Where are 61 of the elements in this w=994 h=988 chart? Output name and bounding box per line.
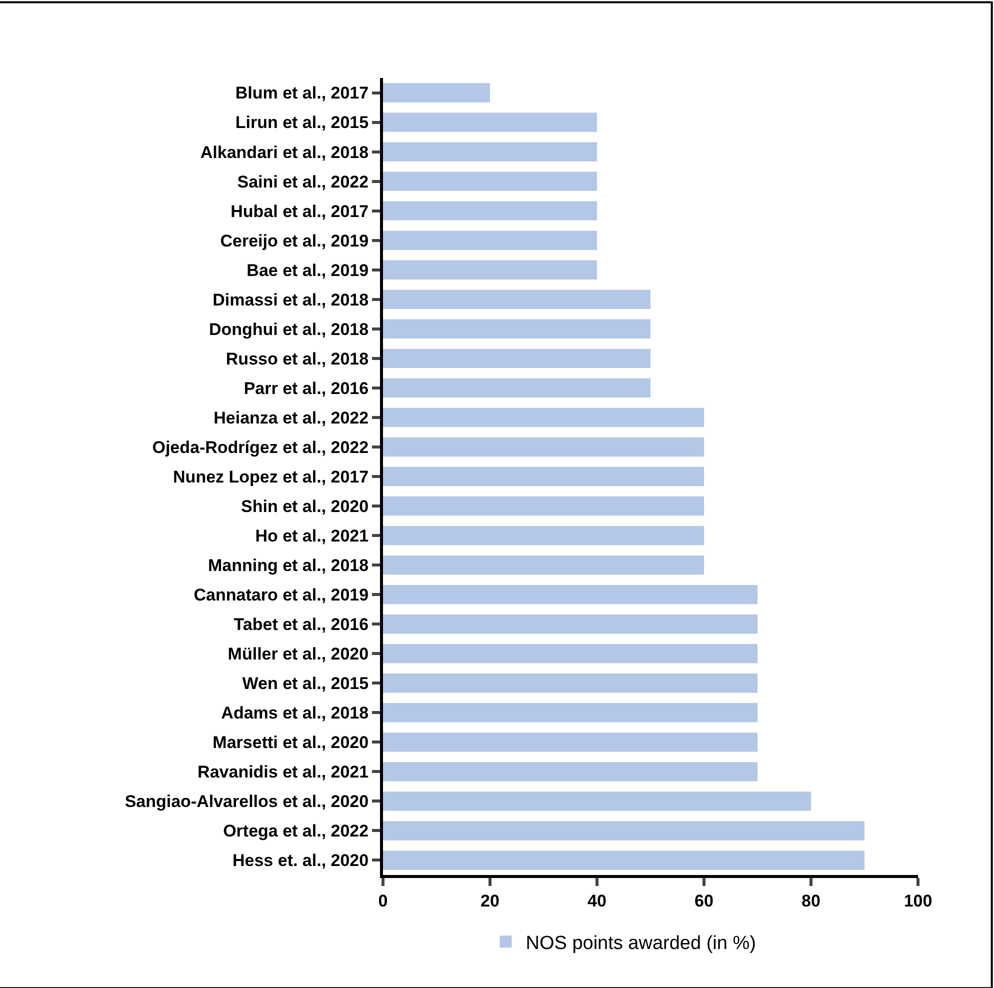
x-tick-label: 80	[802, 891, 820, 910]
bar	[383, 674, 758, 693]
legend-label: NOS points awarded (in %)	[526, 933, 756, 954]
y-tick-label: Manning et al., 2018	[208, 556, 369, 576]
bar	[383, 555, 704, 575]
y-tick-label: Saini et al., 2022	[237, 172, 369, 192]
y-tick-label: Müller et al., 2020	[228, 644, 369, 664]
bar	[383, 83, 490, 102]
y-tick-label: Sangiao-Alvarellos et al., 2020	[124, 792, 369, 812]
bar	[383, 496, 704, 516]
y-tick-label: Tabet et al., 2016	[234, 615, 369, 634]
y-tick-label: Adams et al., 2018	[221, 704, 369, 723]
y-tick-label: Donghui et al., 2018	[208, 320, 369, 339]
y-tick-label: Wen et al., 2015	[242, 674, 369, 694]
y-tick-label: Alkandari et al., 2018	[200, 142, 369, 162]
x-tick-label: 100	[904, 891, 932, 910]
x-tick-label: 40	[588, 891, 606, 910]
bar	[383, 732, 758, 752]
y-tick-label: Russo et al., 2018	[226, 349, 369, 368]
bar	[383, 112, 597, 132]
y-tick-label: Ravanidis et al., 2021	[198, 762, 369, 782]
y-tick-label: Cannataro et al., 2019	[194, 586, 369, 605]
y-tick-label: Lirun et al., 2015	[235, 113, 369, 132]
y-tick-label: Ojeda-Rodrígez et al., 2022	[152, 438, 369, 457]
bar	[383, 792, 811, 811]
bar	[383, 466, 704, 486]
bar	[383, 260, 597, 280]
x-tick-label: 20	[480, 891, 500, 910]
bar	[383, 408, 704, 428]
y-tick-label: Blum et al., 2017	[235, 84, 369, 103]
bar	[383, 172, 597, 191]
bar	[383, 614, 758, 634]
y-tick-label: Marsetti et al., 2020	[212, 733, 369, 752]
y-tick-label: Ho et al., 2021	[255, 526, 369, 546]
bar	[383, 142, 597, 162]
x-tick-label: 60	[694, 891, 714, 910]
bar	[383, 526, 704, 546]
y-tick-label: Heianza et al., 2022	[214, 408, 369, 428]
y-tick-label: Shin et al., 2020	[241, 496, 369, 516]
bar	[383, 850, 864, 870]
y-tick-label: Ortega et al., 2022	[223, 822, 369, 841]
bar	[383, 378, 650, 398]
bar	[383, 584, 758, 604]
bar	[383, 762, 758, 782]
y-tick-label: Hubal et al., 2017	[230, 202, 369, 221]
bar	[383, 230, 597, 250]
y-tick-label: Dimassi et al., 2018	[212, 290, 369, 310]
y-tick-label: Bae et al., 2019	[246, 260, 369, 280]
bar	[383, 319, 650, 338]
bar	[383, 437, 704, 457]
bar	[383, 201, 597, 220]
y-tick-label: Cereijo et al., 2019	[220, 231, 369, 250]
bar	[383, 703, 758, 722]
bar	[383, 821, 864, 840]
bar	[383, 348, 650, 368]
bar	[383, 644, 758, 664]
y-tick-label: Hess et. al., 2020	[232, 851, 369, 870]
y-tick-label: Nunez Lopez et al., 2017	[173, 467, 369, 486]
x-tick-label: 0	[378, 891, 388, 910]
y-tick-label: Parr et al., 2016	[244, 378, 369, 398]
bar	[383, 290, 650, 309]
